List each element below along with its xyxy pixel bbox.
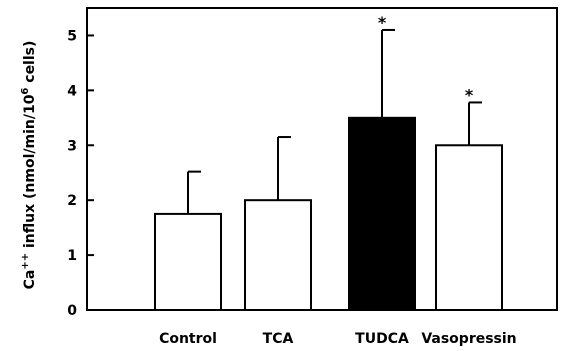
y-axis-label-text: cells) — [22, 41, 38, 88]
bar — [154, 212, 222, 311]
superscript: ++ — [20, 253, 31, 270]
y-axis-title: Ca++ influx (nmol/min/106 cells) — [20, 41, 38, 290]
plot-frame — [86, 7, 558, 311]
significance-marker: * — [378, 13, 387, 32]
x-tick-label: TCA — [263, 331, 294, 347]
y-tick-label: 5 — [67, 28, 77, 44]
bars: ** — [154, 13, 503, 312]
y-tick-label: 2 — [67, 193, 77, 209]
y-axis-label-text: influx (nmol/min/10 — [22, 94, 38, 253]
y-axis-label: Ca++ influx (nmol/min/106 cells) — [20, 41, 38, 290]
y-tick-label: 1 — [67, 248, 77, 264]
y-tick-label: 3 — [67, 138, 77, 154]
y-tick-label: 0 — [67, 303, 77, 319]
y-axis-label-text: Ca — [22, 270, 38, 290]
x-tick-label: TUDCA — [355, 331, 409, 347]
bar — [244, 199, 312, 312]
axes: 0 1 2 3 4 5 — [67, 7, 558, 319]
y-tick-label: 4 — [67, 83, 77, 99]
x-tick-label: Control — [159, 331, 217, 347]
significance-marker: * — [465, 85, 474, 104]
superscript: 6 — [20, 88, 31, 95]
bar — [348, 116, 416, 312]
category-labels: Control TCA TUDCA Vasopressin — [159, 331, 517, 347]
bar — [435, 144, 503, 311]
x-tick-label: Vasopressin — [421, 331, 516, 347]
